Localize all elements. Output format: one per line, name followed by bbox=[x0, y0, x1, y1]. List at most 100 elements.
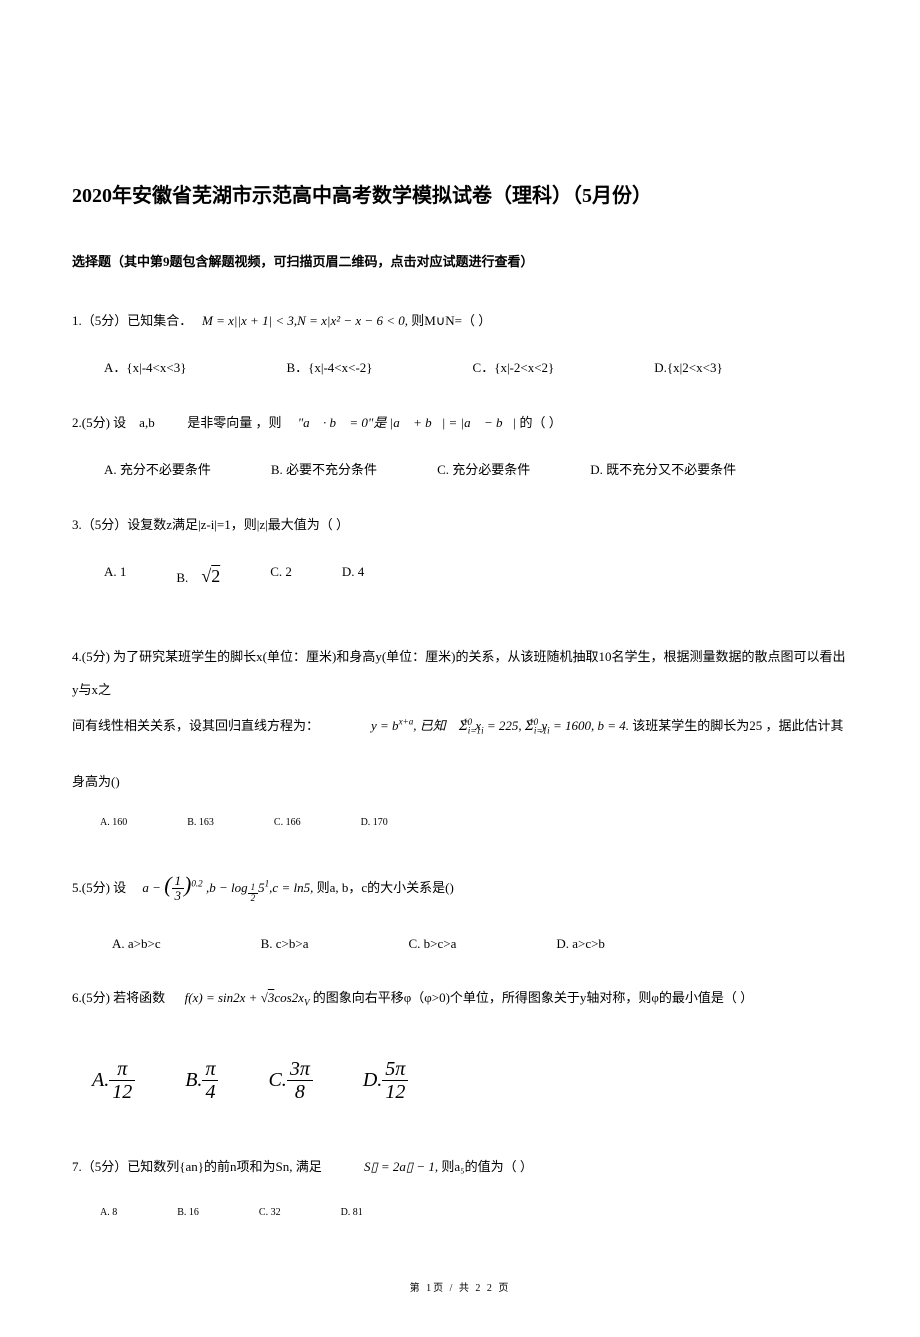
q3-text: 3.（5分）设复数z满足|z-i|=1，则|z|最大值为（ ） bbox=[72, 509, 848, 540]
q7-suffix: 则a₅的值为（ ） bbox=[441, 1159, 533, 1174]
q3-optB: B. √√22 bbox=[176, 562, 220, 591]
q4-text: 4.(5分) 为了研究某班学生的脚长x(单位：厘米)和身高y(单位：厘米)的关系… bbox=[72, 640, 848, 747]
q6-sub: V bbox=[304, 998, 310, 1008]
q6-optA-den: 12 bbox=[109, 1081, 135, 1103]
q6-optD: D. 5π12 bbox=[363, 1058, 408, 1103]
q1-prefix: 1.（5分）已知集合． bbox=[72, 313, 192, 328]
q7-optB: B. 16 bbox=[177, 1205, 199, 1221]
q5-prefix: 5.(5分) 设 bbox=[72, 880, 126, 895]
q6-optC: C. 3π8 bbox=[268, 1058, 312, 1103]
q4-eq-y: y = b bbox=[371, 718, 399, 733]
q4-eq-sup: x+a bbox=[399, 717, 414, 727]
q6-optC-label: C. bbox=[268, 1064, 286, 1096]
q6-optD-num: 5π bbox=[382, 1058, 408, 1081]
q5-math: a − (13)0.2 ,b − log1251,c = ln5, bbox=[142, 880, 316, 895]
q7-text: 7.（5分）已知数列{an}的前n项和为Sn, 满足 S▯ = 2a▯ − 1,… bbox=[72, 1151, 848, 1182]
question-4: 4.(5分) 为了研究某班学生的脚长x(单位：厘米)和身高y(单位：厘米)的关系… bbox=[72, 640, 848, 831]
q6-fx: f(x) = sin2x + √3cos2x bbox=[185, 990, 304, 1005]
q3-optD: D. 4 bbox=[342, 562, 364, 591]
question-7: 7.（5分）已知数列{an}的前n项和为Sn, 满足 S▯ = 2a▯ − 1,… bbox=[72, 1151, 848, 1220]
q2-optA: A. 充分不必要条件 bbox=[104, 460, 211, 481]
q6-suffix: 的图象向右平移φ（φ>0)个单位，所得图象关于y轴对称，则φ的最小值是（ ） bbox=[313, 990, 753, 1005]
q5-optB: B. c>b>a bbox=[261, 934, 309, 955]
q1-suffix: 则M∪N=（ ） bbox=[411, 313, 491, 328]
q7-optA: A. 8 bbox=[100, 1205, 117, 1221]
q5-optC: C. b>c>a bbox=[408, 934, 456, 955]
q3-optA: A. 1 bbox=[104, 562, 126, 591]
q6-optB-label: B. bbox=[185, 1064, 202, 1096]
q2-options: A. 充分不必要条件 B. 必要不充分条件 C. 充分必要条件 D. 既不充分又… bbox=[72, 460, 848, 481]
q6-math: f(x) = sin2x + √3cos2xf(x) = sin2x + √3c… bbox=[185, 990, 313, 1005]
q5-exp: 0.2 bbox=[191, 878, 202, 888]
q6-optD-den: 12 bbox=[382, 1081, 408, 1103]
q6-optA-num: π bbox=[109, 1058, 135, 1081]
q5-logsub-den: 2 bbox=[248, 894, 259, 904]
q6-optA-label: A. bbox=[92, 1064, 109, 1096]
q5-optD: D. a>c>b bbox=[556, 934, 605, 955]
q4-optC: C. 166 bbox=[274, 815, 301, 831]
q6-optB-num: π bbox=[202, 1058, 218, 1081]
q1-optD: D.{x|2<x<3} bbox=[654, 358, 722, 379]
q7-prefix: 7.（5分）已知数列{an}的前n项和为Sn, 满足 bbox=[72, 1159, 322, 1174]
q2-math: "a⃗ · b⃗ = 0"是 |a⃗ + b⃗| = |a⃗ − b⃗| bbox=[298, 415, 516, 430]
q4-eq-part2: , 已知 bbox=[413, 718, 446, 733]
q6-optA: A. π12 bbox=[92, 1058, 135, 1103]
q4-sigma2-sup: 10 bbox=[529, 717, 538, 727]
q4-sigma1-sup: 10 bbox=[463, 717, 472, 727]
page-title: 2020年安徽省芜湖市示范高中高考数学模拟试卷（理科）（5月份） bbox=[72, 180, 848, 212]
q2-optB: B. 必要不充分条件 bbox=[271, 460, 377, 481]
q1-math: M = x||x + 1| < 3,N = x|x² − x − 6 < 0, bbox=[202, 313, 408, 328]
q5-optA: A. a>b>c bbox=[112, 934, 161, 955]
q1-optC: C．{x|-2<x<2} bbox=[473, 358, 555, 379]
q6-optD-label: D. bbox=[363, 1064, 382, 1096]
section-header: 选择题（其中第9题包含解题视频，可扫描页眉二维码，点击对应试题进行查看） bbox=[72, 252, 848, 273]
q4-line2-suffix: 该班某学生的脚长为25 ，据此估计其 bbox=[632, 718, 843, 733]
q2-optC: C. 充分必要条件 bbox=[437, 460, 530, 481]
q3-optB-math: √√22 bbox=[201, 566, 220, 586]
q4-sigma2: Σi=110 yi = 1600, b = 4. bbox=[525, 718, 632, 733]
q4-eq: y = bx+a, 已知 bbox=[371, 718, 449, 733]
q5-b: ,b − log bbox=[206, 880, 248, 895]
question-5: 5.(5分) 设 a − (13)0.2 ,b − log1251,c = ln… bbox=[72, 859, 848, 955]
q6-optC-num: 3π bbox=[287, 1058, 313, 1081]
q4-optB: B. 163 bbox=[187, 815, 214, 831]
q6-optB: B. π4 bbox=[185, 1058, 218, 1103]
q5-frac-den: 3 bbox=[172, 889, 185, 903]
q6-options: A. π12 B. π4 C. 3π8 D. 5π12 bbox=[72, 1058, 848, 1103]
q5-c: ,c = ln5, bbox=[269, 880, 313, 895]
q5-text: 5.(5分) 设 a − (13)0.2 ,b − log1251,c = ln… bbox=[72, 859, 848, 912]
q4-optD: D. 170 bbox=[361, 815, 388, 831]
q6-text: 6.(5分) 若将函数 f(x) = sin2x + √3cos2xf(x) =… bbox=[72, 982, 848, 1014]
q6-optB-den: 4 bbox=[202, 1081, 218, 1103]
q7-optC: C. 32 bbox=[259, 1205, 281, 1221]
question-3: 3.（5分）设复数z满足|z-i|=1，则|z|最大值为（ ） A. 1 B. … bbox=[72, 509, 848, 591]
q4-sigma2-eq: = 1600, b = 4. bbox=[550, 718, 629, 733]
q2-text: 2.(5分) 设 a,b 是非零向量 ，则 "a⃗ · b⃗ = 0"是 |a⃗… bbox=[72, 407, 848, 438]
q3-options: A. 1 B. √√22 C. 2 D. 4 bbox=[72, 562, 848, 591]
q4-line3: 身高为() bbox=[72, 768, 848, 797]
q1-options: A．{x|-4<x<3} B．{x|-4<x<-2} C．{x|-2<x<2} … bbox=[72, 358, 848, 379]
q7-options: A. 8 B. 16 C. 32 D. 81 bbox=[72, 1205, 848, 1221]
q2-mid1: a,b bbox=[139, 415, 155, 430]
q5-a: a − bbox=[142, 880, 161, 895]
q1-text: 1.（5分）已知集合． M = x||x + 1| < 3,N = x|x² −… bbox=[72, 305, 848, 336]
q2-prefix: 2.(5分) 设 bbox=[72, 415, 126, 430]
q5-frac-num: 1 bbox=[172, 874, 185, 889]
q6-optC-den: 8 bbox=[287, 1081, 313, 1103]
q2-optD: D. 既不充分又不必要条件 bbox=[590, 460, 736, 481]
q2-suffix: 的（ ） bbox=[519, 415, 561, 430]
q4-sigma1: Σi=110 xi = 225, bbox=[459, 718, 525, 733]
q4-line2-prefix: 间有线性相关关系，设其回归直线方程为： bbox=[72, 718, 319, 733]
q5-suffix: 则a, b，c的大小关系是() bbox=[317, 880, 454, 895]
q1-optA: A．{x|-4<x<3} bbox=[104, 358, 186, 379]
q7-math: S▯ = 2a▯ − 1, bbox=[364, 1159, 438, 1174]
q3-optB-label: B. bbox=[176, 570, 188, 585]
q6-prefix: 6.(5分) 若将函数 bbox=[72, 990, 165, 1005]
page-footer: 第 1页 / 共 2 2 页 bbox=[72, 1281, 848, 1297]
q5-options: A. a>b>c B. c>b>a C. b>c>a D. a>c>b bbox=[72, 934, 848, 955]
q4-options: A. 160 B. 163 C. 166 D. 170 bbox=[72, 815, 848, 831]
q4-sigma1-eq: = 225, bbox=[484, 718, 522, 733]
question-1: 1.（5分）已知集合． M = x||x + 1| < 3,N = x|x² −… bbox=[72, 305, 848, 379]
question-6: 6.(5分) 若将函数 f(x) = sin2x + √3cos2xf(x) =… bbox=[72, 982, 848, 1102]
q4-line1: 4.(5分) 为了研究某班学生的脚长x(单位：厘米)和身高y(单位：厘米)的关系… bbox=[72, 649, 845, 698]
